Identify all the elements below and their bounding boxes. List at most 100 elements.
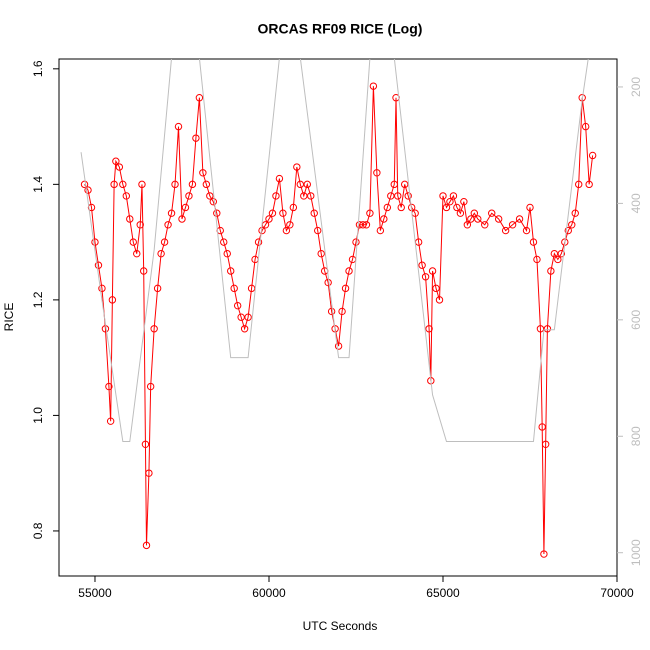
data-point [446,197,454,206]
data-point [435,296,444,304]
data-point [195,94,204,102]
data-point [467,215,475,223]
data-point [571,209,579,217]
x-tick-label: 60000 [252,586,286,600]
data-point [380,215,388,223]
data-point [181,203,190,212]
data-point [390,180,398,189]
data-point [87,203,96,212]
y2-tick-label: 200 [629,77,643,97]
data-point [460,197,468,206]
series-line [80,59,589,443]
data-point [185,192,193,200]
chart-title: ORCAS RF09 RICE (Log) [258,21,423,37]
data-point [171,180,179,189]
data-point [233,301,242,310]
y2-tick-label: 1000 [629,539,643,566]
data-point [94,261,103,269]
y-tick-label: 1.6 [31,60,45,77]
data-point [142,541,151,550]
data-point [153,284,162,293]
data-point [494,215,503,223]
data-point [345,267,353,275]
data-point [397,203,405,212]
data-point [174,122,183,131]
data-point [588,151,597,160]
y-tick-label: 1.4 [31,176,45,193]
data-point [554,255,562,264]
data-point [536,325,545,333]
data-point [533,255,541,264]
y-tick-label: 1.2 [31,291,45,308]
data-point [247,284,256,293]
data-point [474,215,482,223]
data-point [122,192,131,200]
data-point [550,249,559,258]
data-point [334,342,343,350]
data-point [442,203,451,212]
data-point [432,284,440,293]
data-point [369,82,378,90]
data-point [119,180,127,189]
data-point [157,249,165,258]
x-tick-label: 55000 [78,586,112,600]
data-point [209,197,218,206]
data-point [133,249,141,258]
data-point [439,192,447,200]
data-point [352,238,360,246]
data-point [80,180,89,189]
data-point [91,238,99,246]
data-point [265,215,273,223]
data-point [310,209,318,217]
data-point [167,209,176,217]
data-point [303,180,311,189]
data-point [300,192,308,200]
data-point [529,238,538,246]
data-point [110,180,118,189]
data-point [282,226,291,235]
data-point [105,382,113,391]
data-point [515,215,524,223]
y2-tick-label: 400 [629,193,643,213]
data-point [557,249,566,258]
data-point [213,209,221,217]
data-point [106,417,115,425]
data-point [538,423,546,431]
data-point [108,296,117,304]
data-point [145,469,153,477]
data-point [526,203,534,212]
data-point [488,209,496,217]
data-point [373,169,381,177]
data-point [115,163,124,171]
data-point [383,203,392,212]
data-point [289,203,298,212]
data-point [268,209,277,217]
data-point [341,284,350,293]
data-point [98,284,106,293]
data-point [543,325,552,333]
data-point [522,226,531,235]
data-point [449,192,458,200]
data-point [293,163,301,171]
data-point [84,186,92,194]
data-point [227,267,235,275]
data-point [202,180,211,189]
data-point [296,180,305,189]
plot-frame [58,58,618,577]
data-point [286,221,294,229]
data-point [564,226,572,235]
data-point [508,221,517,229]
data-point [387,192,395,200]
data-point [279,209,287,217]
data-point [481,221,489,229]
data-point [428,267,437,275]
data-point [425,325,433,333]
data-point [129,238,137,246]
data-point [136,221,144,229]
data-point [317,249,325,258]
data-point [585,180,593,189]
data-point [164,221,172,229]
data-point [112,157,120,165]
data-point [470,209,479,217]
data-point [254,238,263,246]
